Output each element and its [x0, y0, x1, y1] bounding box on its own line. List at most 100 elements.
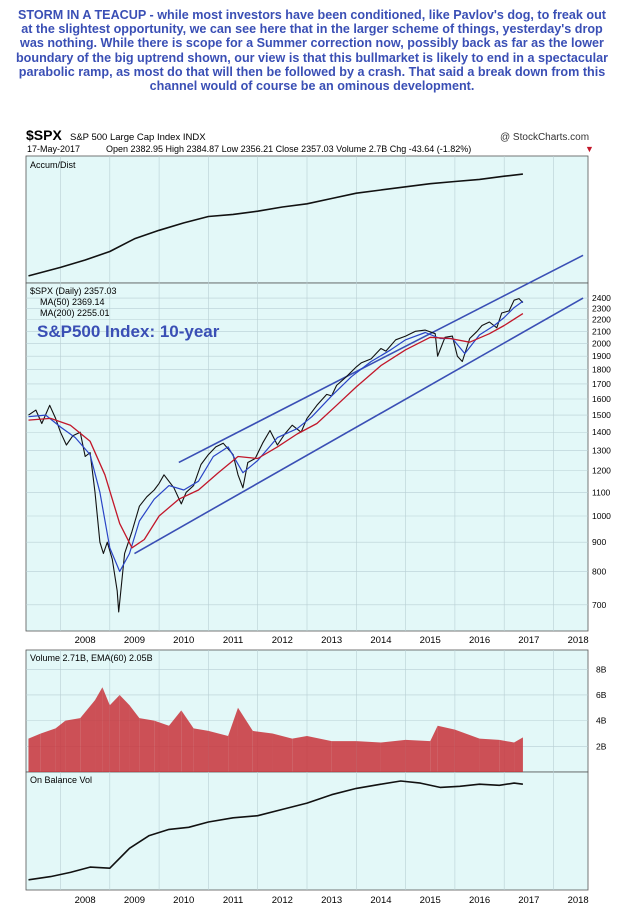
chart-name: S&P 500 Large Cap Index INDX [70, 132, 206, 143]
price-y-tick: 1100 [592, 487, 611, 497]
volume-y-tick: 6B [596, 690, 607, 700]
x-tick-label: 2018 [568, 895, 589, 906]
volume-bar [40, 728, 56, 772]
y-axis-ticks: 700 800 900 1000 1100 1200 1300 1400 1500 1600 170… [592, 293, 611, 751]
volume-bar [272, 733, 293, 772]
volume-bar [437, 725, 455, 772]
x-tick-label: 2008 [75, 635, 96, 646]
volume-bar [80, 700, 96, 772]
volume-bar [237, 707, 253, 772]
volume-bar [28, 733, 41, 772]
price-y-tick: 1700 [592, 379, 611, 389]
volume-bar [514, 737, 523, 772]
volume-bars [28, 687, 523, 772]
x-tick-label: 2016 [469, 895, 490, 906]
x-tick-label: 2009 [124, 635, 145, 646]
ma200-legend: MA(200) 2255.01 [40, 308, 110, 318]
channel-lower-line [134, 297, 584, 555]
x-tick-label: 2009 [124, 895, 145, 906]
volume-bar [307, 736, 332, 772]
price-y-tick: 700 [592, 600, 606, 610]
volume-y-tick: 4B [596, 716, 607, 726]
price-y-tick: 900 [592, 537, 606, 547]
series-lines [28, 173, 584, 881]
volume-bar [129, 705, 140, 772]
volume-bar [208, 730, 229, 772]
stockcharts-credit: @ StockCharts.com [500, 132, 589, 143]
x-tick-label: 2017 [518, 895, 539, 906]
volume-bar [356, 741, 381, 772]
volume-bar [479, 738, 500, 772]
obv-legend: On Balance Vol [30, 775, 92, 785]
price-y-tick: 1600 [592, 394, 611, 404]
x-tick-label: 2012 [272, 635, 293, 646]
volume-bar [95, 687, 103, 772]
volume-legend: Volume 2.71B, EMA(60) 2.05B [30, 653, 153, 663]
price-y-tick: 2000 [592, 338, 611, 348]
ma50-legend: MA(50) 2369.14 [40, 297, 105, 307]
accum-dist-legend: Accum/Dist [30, 160, 76, 170]
volume-bar [252, 730, 273, 772]
volume-bar [405, 739, 431, 772]
price-y-tick: 1300 [592, 446, 611, 456]
price-y-tick: 1900 [592, 351, 611, 361]
commentary-text: STORM IN A TEACUP - while most investors… [15, 8, 608, 94]
price-y-tick: 2100 [592, 326, 611, 336]
volume-bar [380, 739, 406, 772]
volume-bar [65, 718, 81, 772]
volume-bar [454, 729, 480, 772]
channel-upper-line [178, 254, 584, 464]
volume-bar [430, 725, 438, 772]
price-y-tick: 2400 [592, 293, 611, 303]
price-y-tick: 2200 [592, 315, 611, 325]
price-y-tick: 800 [592, 567, 606, 577]
volume-y-tick: 8B [596, 664, 607, 674]
volume-bar [119, 694, 130, 772]
x-tick-label: 2014 [370, 635, 391, 646]
x-tick-label: 2013 [321, 895, 342, 906]
volume-bar [168, 710, 182, 772]
price-y-tick: 1200 [592, 466, 611, 476]
chart-date: 17-May-2017 [27, 144, 80, 154]
volume-bar [499, 739, 515, 772]
x-tick-label: 2017 [518, 635, 539, 646]
price-y-tick: 1800 [592, 365, 611, 375]
x-tick-label: 2015 [420, 635, 441, 646]
price-y-tick: 1500 [592, 410, 611, 420]
series-ma-50- [28, 300, 524, 573]
price-legend: $SPX (Daily) 2357.03 [30, 286, 117, 296]
x-tick-label: 2008 [75, 895, 96, 906]
obv-line [28, 780, 523, 881]
chart-symbol: $SPX [26, 127, 62, 143]
volume-bar [228, 707, 238, 772]
x-tick-label: 2010 [173, 895, 194, 906]
price-y-tick: 1000 [592, 511, 611, 521]
price-y-tick: 1400 [592, 427, 611, 437]
price-inline-title: S&P500 Index: 10-year [37, 322, 220, 341]
x-tick-label: 2014 [370, 895, 391, 906]
x-axis-ticks: 2008 2008 2009 2009 2010 2010 2011 2011 2012 2012… [75, 635, 589, 906]
volume-bar [292, 736, 307, 772]
down-arrow-icon: ▼ [585, 144, 594, 154]
price-y-tick: 2300 [592, 304, 611, 314]
volume-y-tick: 2B [596, 741, 607, 751]
accum-dist-line [28, 173, 523, 277]
volume-bar [102, 687, 110, 772]
x-tick-label: 2016 [469, 635, 490, 646]
x-tick-label: 2015 [420, 895, 441, 906]
volume-bar [139, 718, 155, 772]
volume-bar [109, 694, 120, 772]
x-tick-label: 2011 [223, 635, 243, 646]
x-tick-label: 2012 [272, 895, 293, 906]
volume-bar [181, 710, 194, 772]
ohlc-summary: Open 2382.95 High 2384.87 Low 2356.21 Cl… [106, 144, 471, 154]
volume-bar [193, 728, 209, 772]
grid-lines [26, 156, 588, 890]
series-ma-200- [28, 313, 524, 549]
volume-bar [55, 720, 66, 772]
x-tick-label: 2018 [568, 635, 589, 646]
volume-bar [331, 741, 357, 772]
x-tick-label: 2010 [173, 635, 194, 646]
x-tick-label: 2011 [223, 895, 243, 906]
